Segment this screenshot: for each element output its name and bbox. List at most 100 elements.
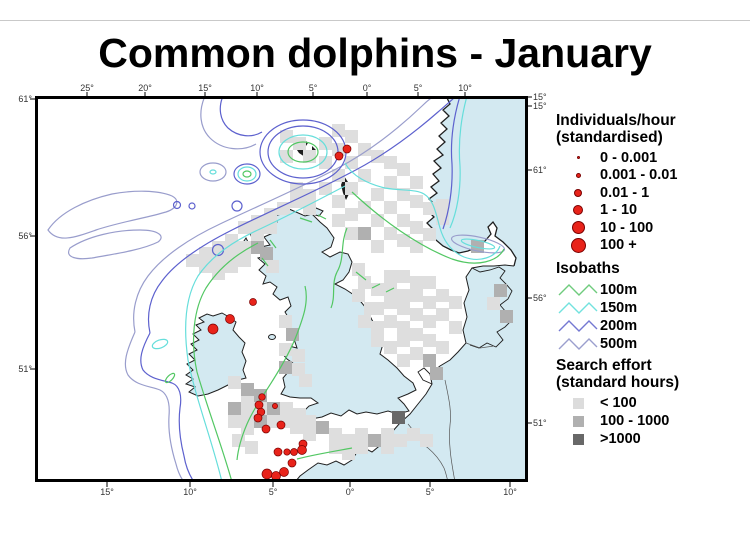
effort-square [410, 221, 423, 234]
effort-square [345, 208, 358, 221]
effort-square [407, 428, 420, 441]
effort-square [345, 182, 358, 195]
legend-effort-row: 100 - 1000 [556, 412, 750, 430]
land-scandinavia-continent [296, 98, 526, 480]
effort-square [345, 227, 358, 240]
isobath-200m-norway-coastal [442, 98, 461, 230]
effort-square [277, 202, 290, 215]
effort-square [449, 321, 462, 334]
border-germany-denmark [465, 342, 495, 349]
axis-tick-label: 51° [533, 418, 547, 428]
legend-individuals-row: 0 - 0.001 [556, 149, 750, 167]
legend-individuals-row: 10 - 100 [556, 219, 750, 237]
effort-square [280, 150, 293, 163]
effort-square [355, 428, 368, 441]
effort-square [410, 195, 423, 208]
legend-class-label: 100 + [600, 237, 637, 254]
effort-square [358, 169, 371, 182]
isobath-150m-bank-core [209, 169, 217, 175]
isobath-line-icon [556, 300, 600, 316]
effort-square [279, 315, 292, 328]
legend-isobath-label: 500m [600, 336, 638, 352]
axis-tick-label: 56° [18, 231, 32, 241]
effort-square [238, 241, 251, 254]
isobath-150m-trench-core [460, 238, 496, 250]
effort-square [293, 408, 306, 421]
axis-tick-label: 15° [533, 101, 547, 111]
legend-class-label: 1 - 10 [600, 202, 638, 219]
zigzag-line-icon [558, 320, 598, 332]
isobath-100m-trench-outer [351, 191, 505, 264]
zigzag-line [558, 284, 598, 296]
effort-square [394, 434, 407, 447]
effort-square [345, 130, 358, 143]
effort-square [384, 296, 397, 309]
effort-square-swatch [572, 397, 584, 409]
zigzag-line [558, 320, 598, 332]
legend-isobath-label: 150m [600, 300, 638, 316]
legend-dot-icon [556, 205, 600, 216]
land-isle-of-man [268, 334, 276, 340]
effort-square [264, 208, 277, 221]
effort-square [371, 334, 384, 347]
figure-title: Common dolphins - January [98, 30, 652, 76]
isobath-150m-faroe [278, 134, 328, 170]
axis-tick-label: 5° [414, 83, 423, 93]
isobath-100m-faroe [287, 141, 319, 163]
effort-square [332, 214, 345, 227]
effort-square [381, 428, 394, 441]
legend-isobath-label: 100m [600, 282, 638, 298]
axis-tick-label: 15° [100, 487, 114, 497]
effort-square [423, 296, 436, 309]
sighting-dot-icon [574, 188, 582, 197]
effort-square [342, 434, 355, 447]
isobath-100m-bank-core [242, 170, 252, 178]
axis-tick-label: 5° [309, 83, 318, 93]
effort-square [384, 270, 397, 283]
zigzag-line-icon [558, 284, 598, 296]
effort-square [225, 247, 238, 260]
zigzag-line [558, 338, 598, 350]
effort-square [293, 137, 306, 150]
effort-square [241, 396, 254, 409]
zigzag-line-icon [558, 338, 598, 350]
sighting-dot [271, 471, 281, 480]
isobath-500m-bank-loop [199, 162, 227, 182]
sighting-dot-icon [571, 221, 585, 235]
isobath-150m-bank-ring [237, 166, 257, 182]
legend-effort-rows: < 100 100 - 1000 >1000 [556, 394, 750, 448]
sighting-dot [253, 413, 263, 423]
effort-square [381, 441, 394, 454]
legend-effort-subtitle: (standard hours) [556, 374, 680, 391]
effort-square [371, 150, 384, 163]
effort-square [228, 402, 241, 415]
sighting-dot [297, 445, 307, 455]
sighting-dot [342, 144, 352, 154]
isobath-150m-west [185, 185, 346, 480]
sighting-dot-icon [573, 205, 583, 216]
isobath-500m-nw-arm-2 [68, 229, 162, 260]
sighting-dot [261, 468, 273, 480]
effort-square [500, 310, 513, 323]
effort-square [410, 347, 423, 360]
effort-square [384, 315, 397, 328]
axis-tick-label: 61° [18, 94, 32, 104]
legend-effort-row: >1000 [556, 430, 750, 448]
coastline-norway-continent [426, 98, 517, 267]
isobath-150m-norway-coastal [449, 98, 468, 229]
map-legend: Individuals/hour (standardised) 0 - 0.00… [556, 112, 750, 448]
effort-square [410, 176, 423, 189]
effort-square [397, 354, 410, 367]
legend-individuals-title: Individuals/hour [556, 112, 676, 129]
effort-square [423, 228, 436, 241]
effort-square [384, 176, 397, 189]
isobath-200m-bank-ring [233, 163, 261, 185]
effort-square [319, 182, 332, 195]
effort-square-icon [556, 433, 600, 445]
effort-square [238, 221, 251, 234]
legend-dot-icon [556, 172, 600, 178]
effort-square [384, 341, 397, 354]
isobath-150m-north-sea [344, 162, 501, 260]
effort-square [280, 402, 293, 415]
